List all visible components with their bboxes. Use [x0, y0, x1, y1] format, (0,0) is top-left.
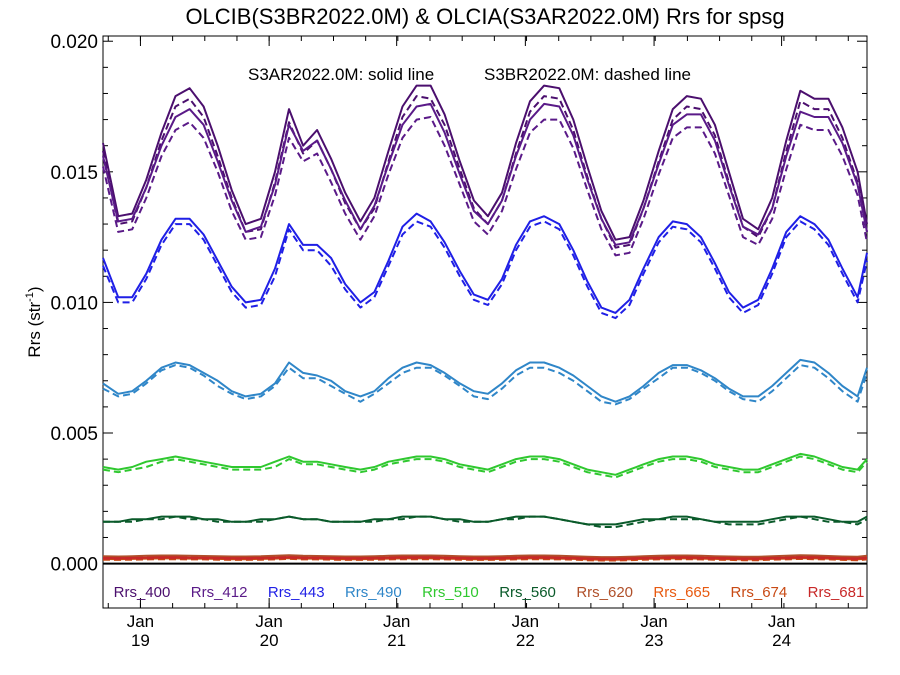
legend-item-rrs-490: Rrs_490 [345, 584, 402, 601]
series-lines [102, 84, 868, 562]
x-tick-day-label: 24 [772, 631, 791, 650]
y-tick-label: 0.020 [50, 32, 98, 53]
y-tick-label: 0.005 [50, 424, 98, 445]
x-tick-month-label: Jan [127, 612, 154, 631]
y-axis-label: Rrs (str-1) [24, 286, 44, 357]
annotation-solid: S3AR2022.0M: solid line [248, 65, 434, 84]
x-tick-month-label: Jan [768, 612, 795, 631]
x-tick-day-label: 19 [131, 631, 150, 650]
series-rrs-400-solid-line [102, 84, 868, 241]
x-tick-month-label: Jan [512, 612, 539, 631]
series-rrs-490-solid-line [102, 358, 868, 403]
series-rrs-412-solid-line [102, 102, 868, 246]
series-rrs-490-dashed-line [102, 364, 868, 406]
legend-item-rrs-674: Rrs_674 [731, 584, 788, 601]
x-tick-day-label: 22 [516, 631, 535, 650]
series-rrs-674-dashed-line [102, 557, 868, 562]
legend-item-rrs-681: Rrs_681 [808, 584, 865, 601]
chart-title: OLCIB(S3BR2022.0M) & OLCIA(S3AR2022.0M) … [185, 4, 784, 29]
legend-item-rrs-510: Rrs_510 [422, 584, 479, 601]
legend-item-rrs-665: Rrs_665 [653, 584, 710, 601]
legend-item-rrs-400: Rrs_400 [114, 584, 171, 601]
x-tick-day-label: 21 [387, 631, 406, 650]
series-rrs-560-dashed-line [103, 515, 868, 528]
x-tick-day-label: 23 [645, 631, 664, 650]
series-rrs-510-solid-line [102, 452, 868, 476]
x-tick-month-label: Jan [640, 612, 667, 631]
legend: Rrs_400 Rrs_412 Rrs_443 Rrs_490 Rrs_510 Rrs_5… [114, 584, 865, 601]
series-rrs-510-dashed-line [102, 455, 868, 479]
legend-item-rrs-620: Rrs_620 [576, 584, 633, 601]
plot-frame [102, 35, 868, 609]
legend-item-rrs-412: Rrs_412 [191, 584, 248, 601]
x-tick-month-label: Jan [383, 612, 410, 631]
legend-item-rrs-443: Rrs_443 [268, 584, 325, 601]
series-rrs-560-solid-line [103, 515, 868, 526]
series-rrs-443-solid-line [102, 212, 868, 314]
annotation-dashed: S3BR2022.0M: dashed line [484, 65, 691, 84]
series-rrs-681-dashed-line [102, 556, 868, 561]
y-tick-label: 0.010 [50, 293, 98, 314]
series-rrs-412-dashed-line [102, 116, 868, 257]
y-tick-label: 0.015 [50, 163, 98, 184]
x-tick-month-label: Jan [255, 612, 282, 631]
x-tick-day-label: 20 [260, 631, 279, 650]
series-rrs-443-dashed-line [102, 220, 868, 320]
y-tick-label: 0.000 [50, 555, 98, 576]
legend-item-rrs-560: Rrs_560 [499, 584, 556, 601]
